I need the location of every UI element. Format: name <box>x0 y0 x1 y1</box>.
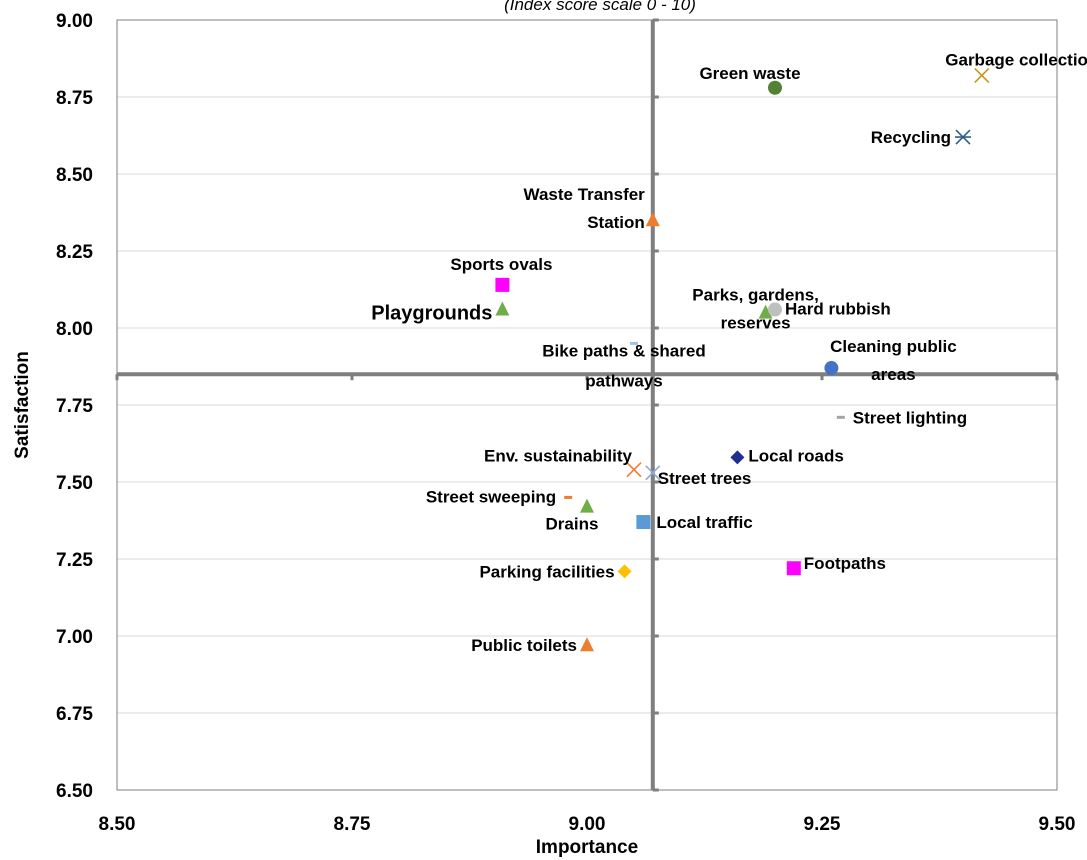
y-tick-label: 9.00 <box>56 11 93 32</box>
data-label: Cleaning public areas <box>830 337 957 384</box>
data-label: Playgrounds <box>371 303 492 325</box>
y-tick-label: 8.75 <box>56 88 93 109</box>
data-label: Street lighting <box>853 408 967 427</box>
data-label: Parking facilities <box>479 562 614 581</box>
y-tick-label: 8.25 <box>56 242 93 263</box>
y-axis-title: Satisfaction <box>12 351 33 459</box>
y-axis-tick-labels: 9.00 8.75 8.50 8.25 8.00 7.75 7.50 7.25 7.00 6.75… <box>56 11 93 802</box>
y-tick-label: 8.50 <box>56 165 93 186</box>
y-tick-label: 8.00 <box>56 319 93 340</box>
y-tick-label: 7.00 <box>56 627 93 648</box>
point-drains <box>580 498 594 513</box>
y-tick-label: 7.25 <box>56 550 93 571</box>
point-waste-transfer-station <box>645 212 660 227</box>
point-footpaths <box>786 561 801 576</box>
point-garbage-collection <box>974 67 990 84</box>
point-parking-facilities <box>617 564 632 579</box>
point-local-traffic <box>636 515 651 530</box>
point-street-trees <box>645 465 661 481</box>
data-label: Hard rubbish <box>785 300 891 319</box>
data-label: Public toilets <box>471 636 577 655</box>
data-label: Garbage collection <box>945 50 1087 69</box>
y-tick-label: 7.50 <box>56 473 93 494</box>
point-green-waste <box>768 80 782 95</box>
data-label: Footpaths <box>804 554 886 573</box>
y-tick-label: 6.50 <box>56 781 93 802</box>
quadrant-lines <box>115 18 1059 792</box>
data-label: Recycling <box>871 128 951 147</box>
point-recycling <box>955 129 971 145</box>
point-hard-rubbish <box>768 302 782 317</box>
x-tick-label: 8.75 <box>334 814 371 835</box>
point-cleaning-public-areas <box>824 361 839 376</box>
y-tick-label: 7.75 <box>56 396 93 417</box>
x-axis-tick-labels: 8.50 8.75 9.00 9.25 9.50 <box>99 814 1076 835</box>
data-label: Waste Transfer Station <box>524 185 646 232</box>
x-tick-label: 9.00 <box>569 814 606 835</box>
data-label: Sports ovals <box>450 255 552 274</box>
chart-subtitle: (Index score scale 0 - 10) <box>504 0 696 14</box>
point-sports-ovals <box>495 277 510 292</box>
data-label: Parks, gardens, reserves <box>692 286 819 333</box>
x-tick-label: 9.25 <box>804 814 841 835</box>
data-points <box>495 67 990 652</box>
plot-area-border <box>116 19 1058 791</box>
point-local-roads <box>730 450 745 465</box>
point-street-lighting <box>836 415 845 419</box>
data-label: Street trees <box>658 469 752 488</box>
point-parks-gardens-reserves <box>758 304 773 319</box>
data-labels: Garbage collection Green waste Recycling Wa… <box>371 50 1087 655</box>
data-label: Street sweeping <box>426 487 556 506</box>
y-tick-label: 6.75 <box>56 704 93 725</box>
x-tick-label: 9.50 <box>1039 814 1076 835</box>
point-env-sustainability <box>626 462 642 478</box>
data-label: Green waste <box>699 64 800 83</box>
x-tick-label: 8.50 <box>99 814 136 835</box>
point-playgrounds <box>495 301 510 316</box>
point-street-sweeping <box>564 495 573 499</box>
data-label: Drains <box>546 515 599 534</box>
x-axis-title: Importance <box>536 837 638 858</box>
data-label: Env. sustainability <box>484 447 633 466</box>
point-public-toilets <box>580 637 594 652</box>
data-label: Local traffic <box>656 513 752 532</box>
point-bike-paths-shared-pathways <box>630 341 638 345</box>
data-label: Local roads <box>748 446 843 465</box>
data-label: Bike paths & shared pathways <box>542 341 705 390</box>
